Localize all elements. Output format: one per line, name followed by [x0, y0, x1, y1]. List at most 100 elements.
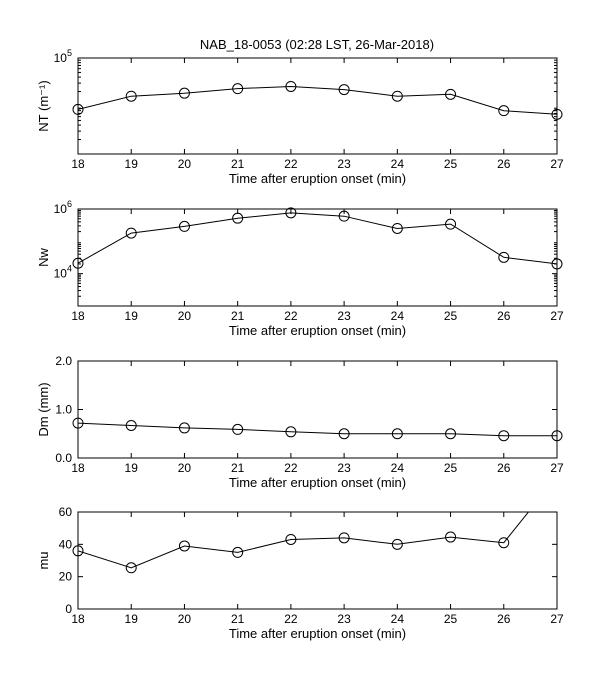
- x-tick-label: 23: [337, 461, 351, 475]
- x-tick-label: 27: [550, 309, 564, 323]
- panels: 18 19 20 21 22 23 24 25 26 27 105 Time after erupti…: [36, 48, 564, 641]
- data-point-marker: [125, 562, 137, 574]
- data-point-marker: [498, 537, 510, 549]
- x-tick-label: 20: [178, 309, 192, 323]
- x-tick-label: 21: [231, 157, 245, 171]
- data-point-marker: [285, 80, 297, 92]
- data-point-marker: [445, 428, 457, 440]
- data-point-marker: [232, 423, 244, 435]
- x-tick-label: 27: [550, 461, 564, 475]
- y-axis-label: Nw: [36, 248, 51, 267]
- x-tick-label: 23: [337, 612, 351, 626]
- data-point-marker: [445, 531, 457, 543]
- x-tick-label: 27: [550, 157, 564, 171]
- y-tick-label: 20: [59, 570, 73, 584]
- plot-frame: [77, 511, 558, 610]
- x-tick-label: 26: [497, 309, 511, 323]
- x-tick-label: 24: [391, 612, 405, 626]
- x-tick-label: 22: [284, 461, 298, 475]
- x-tick-label: 25: [444, 461, 458, 475]
- x-tick-label: 27: [550, 612, 564, 626]
- data-point-marker: [285, 533, 297, 545]
- chart-panel-2: 18 19 20 21 22 23 24 25 26 27 106 104 Time after eru…: [36, 199, 564, 338]
- y-axis-label: mu: [36, 551, 51, 569]
- x-axis-label: Time after eruption onset (min): [229, 626, 406, 641]
- x-tick-label: 23: [337, 309, 351, 323]
- data-point-marker: [285, 426, 297, 438]
- y-axis-label: NT (m⁻¹): [36, 80, 51, 131]
- x-tick-label: 21: [231, 612, 245, 626]
- x-tick-label: 25: [444, 309, 458, 323]
- y-tick-label: 60: [59, 505, 73, 519]
- data-point-marker: [232, 546, 244, 558]
- x-tick-label: 23: [337, 157, 351, 171]
- x-tick-label: 21: [231, 309, 245, 323]
- data-point-marker: [178, 540, 190, 552]
- x-tick-label: 19: [125, 309, 139, 323]
- plot-frame: [77, 360, 558, 459]
- x-tick-label: 19: [125, 157, 139, 171]
- y-tick-label: 2.0: [55, 354, 72, 368]
- data-point-marker: [232, 212, 244, 224]
- y-tick-label: 40: [59, 537, 73, 551]
- x-tick-label: 25: [444, 157, 458, 171]
- data-point-marker: [125, 90, 137, 102]
- x-axis-label: Time after eruption onset (min): [229, 475, 406, 490]
- chart-panel-4: 18 19 20 21 22 23 24 25 26 27 60 40 20 0 Time after er…: [36, 505, 564, 641]
- series-line: [78, 512, 530, 569]
- x-tick-label: 18: [71, 461, 85, 475]
- data-point-marker: [178, 422, 190, 434]
- y-tick-label: 105: [54, 48, 72, 65]
- x-tick-label: 24: [391, 309, 405, 323]
- figure-title: NAB_18-0053 (02:28 LST, 26-Mar-2018): [200, 37, 434, 52]
- y-tick-label: 1.0: [55, 403, 72, 417]
- x-tick-label: 24: [391, 157, 405, 171]
- x-tick-label: 18: [71, 612, 85, 626]
- data-point-marker: [125, 227, 137, 239]
- chart-panel-3: 18 19 20 21 22 23 24 25 26 27 2.0 1.0 0.0 Time after …: [36, 354, 564, 490]
- x-tick-label: 26: [497, 157, 511, 171]
- data-point-marker: [178, 87, 190, 99]
- x-tick-label: 18: [71, 309, 85, 323]
- x-tick-label: 22: [284, 612, 298, 626]
- x-tick-label: 20: [178, 157, 192, 171]
- x-tick-label: 18: [71, 157, 85, 171]
- y-axis-label: Dm (mm): [36, 382, 51, 436]
- y-tick-label: 104: [54, 264, 72, 281]
- x-tick-label: 26: [497, 461, 511, 475]
- y-tick-label: 0: [65, 602, 72, 616]
- data-point-marker: [338, 210, 350, 222]
- data-point-marker: [391, 222, 403, 234]
- series-line: [78, 85, 557, 115]
- series-line: [78, 422, 557, 437]
- plot-frame: [77, 57, 558, 155]
- data-point-marker: [285, 207, 297, 219]
- data-point-marker: [338, 84, 350, 96]
- data-point-marker: [391, 538, 403, 550]
- plot-frame: [77, 208, 558, 307]
- x-axis-label: Time after eruption onset (min): [229, 323, 406, 338]
- x-tick-label: 20: [178, 461, 192, 475]
- y-tick-label: 106: [54, 199, 72, 216]
- data-point-marker: [445, 218, 457, 230]
- x-tick-label: 24: [391, 461, 405, 475]
- x-tick-label: 25: [444, 612, 458, 626]
- x-tick-label: 20: [178, 612, 192, 626]
- x-tick-label: 22: [284, 157, 298, 171]
- x-tick-label: 21: [231, 461, 245, 475]
- chart-panel-1: 18 19 20 21 22 23 24 25 26 27 105 Time after erupti…: [36, 48, 564, 186]
- series-line: [78, 212, 557, 265]
- data-point-marker: [391, 90, 403, 102]
- x-tick-label: 22: [284, 309, 298, 323]
- data-point-marker: [125, 420, 137, 432]
- data-point-marker: [178, 220, 190, 232]
- data-point-marker: [338, 532, 350, 544]
- data-point-marker: [232, 83, 244, 95]
- data-point-marker: [498, 105, 510, 117]
- x-tick-label: 19: [125, 612, 139, 626]
- y-tick-label: 0.0: [55, 451, 72, 465]
- data-point-marker: [391, 428, 403, 440]
- data-point-marker: [338, 428, 350, 440]
- data-point-marker: [498, 430, 510, 442]
